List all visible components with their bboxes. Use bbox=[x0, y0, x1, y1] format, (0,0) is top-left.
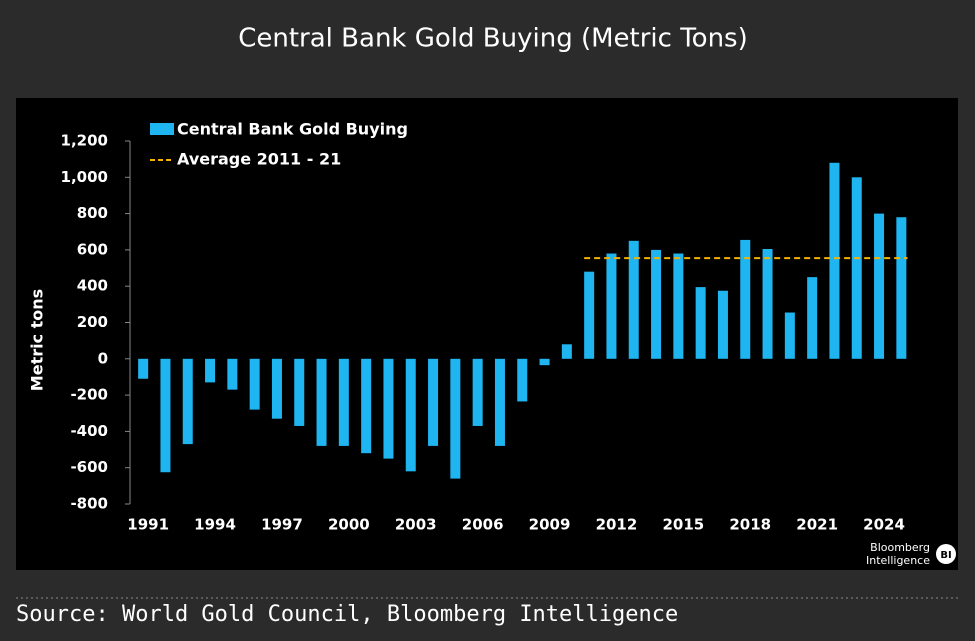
y-tick-label: 600 bbox=[77, 240, 108, 258]
legend-label: Central Bank Gold Buying bbox=[177, 120, 408, 139]
y-tick-label: 200 bbox=[77, 313, 108, 331]
bar bbox=[472, 358, 483, 426]
bar bbox=[227, 358, 238, 390]
bar bbox=[896, 217, 907, 359]
bar bbox=[338, 358, 349, 446]
bar bbox=[316, 358, 327, 446]
bar bbox=[294, 358, 305, 426]
y-tick-label: 1,200 bbox=[61, 132, 108, 150]
y-axis-label: Metric tons bbox=[28, 289, 47, 391]
bar bbox=[494, 358, 505, 446]
bar bbox=[584, 271, 595, 359]
y-tick-label: 400 bbox=[77, 277, 108, 295]
bar bbox=[829, 162, 840, 359]
plot-panel bbox=[16, 98, 958, 570]
y-tick-label: -400 bbox=[70, 422, 108, 440]
x-tick-label: 2000 bbox=[328, 516, 370, 534]
bar bbox=[561, 344, 572, 359]
y-tick-label: -600 bbox=[70, 458, 108, 476]
source: Source: World Gold Council, Bloomberg In… bbox=[16, 602, 678, 627]
bar bbox=[138, 358, 149, 379]
x-tick-label: 2015 bbox=[662, 516, 704, 534]
x-tick-label: 2003 bbox=[395, 516, 437, 534]
brand: Intelligence bbox=[866, 554, 930, 567]
y-tick-label: 0 bbox=[98, 349, 108, 367]
bar bbox=[450, 358, 461, 479]
y-tick-label: -800 bbox=[70, 495, 108, 513]
y-tick-label: 800 bbox=[77, 204, 108, 222]
bar bbox=[205, 358, 216, 383]
bar bbox=[182, 358, 193, 445]
legend-label: Average 2011 - 21 bbox=[177, 150, 341, 169]
bar bbox=[539, 358, 550, 366]
bar bbox=[740, 239, 751, 359]
x-tick-label: 2006 bbox=[462, 516, 504, 534]
brand: Bloomberg bbox=[870, 541, 930, 554]
x-tick-label: 2018 bbox=[729, 516, 771, 534]
chart-title: Central Bank Gold Buying (Metric Tons) bbox=[238, 24, 748, 54]
bar bbox=[874, 213, 885, 359]
x-tick-label: 1991 bbox=[127, 516, 169, 534]
bar bbox=[695, 287, 706, 359]
bar bbox=[361, 358, 372, 454]
bar bbox=[383, 358, 394, 459]
x-tick-label: 2021 bbox=[796, 516, 838, 534]
bar bbox=[762, 248, 773, 359]
brand-badge bbox=[936, 544, 956, 564]
y-tick-label: -200 bbox=[70, 386, 108, 404]
bar bbox=[271, 358, 282, 419]
bar bbox=[717, 290, 728, 359]
bar bbox=[851, 177, 862, 359]
x-tick-label: 2012 bbox=[596, 516, 638, 534]
bar bbox=[249, 358, 260, 410]
bar bbox=[673, 253, 684, 359]
bar bbox=[807, 277, 818, 359]
y-tick-label: 1,000 bbox=[61, 168, 108, 186]
bar bbox=[405, 358, 416, 472]
x-tick-label: 2009 bbox=[529, 516, 571, 534]
bar bbox=[784, 312, 795, 359]
x-tick-label: 1994 bbox=[194, 516, 236, 534]
bar bbox=[160, 358, 171, 473]
legend-swatch bbox=[150, 123, 174, 135]
x-tick-label: 1997 bbox=[261, 516, 303, 534]
bar bbox=[428, 358, 439, 446]
bar bbox=[651, 249, 662, 359]
x-tick-label: 2024 bbox=[863, 516, 905, 534]
bar bbox=[517, 358, 528, 402]
bar bbox=[606, 253, 617, 359]
brand: BI bbox=[940, 550, 951, 561]
bar bbox=[628, 240, 639, 359]
